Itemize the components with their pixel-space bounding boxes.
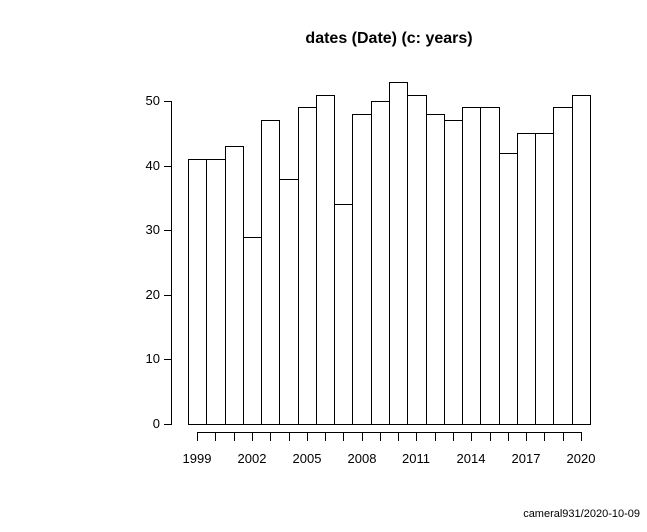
- x-axis-tick: [435, 432, 436, 441]
- x-axis-tick: [416, 432, 417, 441]
- y-axis-tick: [164, 101, 171, 102]
- histogram-bar: [480, 107, 500, 425]
- x-axis-tick: [526, 432, 527, 441]
- x-tick-label: 2014: [456, 451, 486, 466]
- x-axis-tick: [270, 432, 271, 441]
- histogram-bar: [243, 237, 262, 425]
- x-axis-tick: [471, 432, 472, 441]
- x-axis-tick: [508, 432, 509, 441]
- y-axis-tick: [164, 295, 171, 296]
- histogram-bar: [298, 107, 317, 425]
- x-axis-tick: [380, 432, 381, 441]
- y-axis-tick: [164, 166, 171, 167]
- x-axis-tick: [289, 432, 290, 441]
- x-tick-label: 2020: [566, 451, 596, 466]
- x-axis-tick: [343, 432, 344, 441]
- histogram-bar: [462, 107, 481, 425]
- y-tick-label: 40: [145, 158, 160, 173]
- x-tick-label: 2005: [292, 451, 322, 466]
- y-tick-label: 0: [152, 416, 160, 431]
- histogram-bar: [499, 153, 518, 425]
- histogram-bar: [334, 204, 353, 425]
- histogram-bar: [407, 95, 427, 425]
- histogram-bar: [206, 159, 226, 425]
- histogram-bar: [444, 120, 463, 425]
- histogram-bar: [316, 95, 335, 425]
- x-axis-tick: [234, 432, 235, 441]
- histogram-bar: [535, 133, 554, 425]
- x-axis-tick: [325, 432, 326, 441]
- x-axis-tick: [544, 432, 545, 441]
- x-tick-label: 2011: [402, 451, 430, 466]
- watermark-text: cameral931/2020-10-09: [523, 508, 640, 520]
- chart-title: dates (Date) (c: years): [305, 30, 473, 47]
- x-axis-tick: [362, 432, 363, 441]
- y-axis-line: [171, 101, 172, 425]
- x-axis-line: [197, 432, 582, 433]
- x-tick-label: 1999: [182, 451, 212, 466]
- x-axis-tick: [215, 432, 216, 441]
- histogram-bar: [261, 120, 280, 425]
- histogram-bar: [426, 114, 445, 425]
- y-tick-label: 30: [145, 222, 160, 237]
- y-axis-tick: [164, 359, 171, 360]
- x-axis-tick: [563, 432, 564, 441]
- x-tick-label: 2017: [511, 451, 541, 466]
- x-axis-tick: [581, 432, 582, 441]
- x-tick-label: 2002: [237, 451, 267, 466]
- x-axis-tick: [307, 432, 308, 441]
- histogram-bar: [225, 146, 244, 425]
- x-axis-tick: [252, 432, 253, 441]
- histogram-bar: [279, 179, 299, 425]
- x-axis-tick: [453, 432, 454, 441]
- histogram-bar: [572, 95, 591, 425]
- y-axis-tick: [164, 230, 171, 231]
- histogram-bar: [389, 82, 408, 425]
- histogram-bar: [517, 133, 536, 425]
- y-tick-label: 20: [145, 287, 160, 302]
- histogram-bar: [553, 107, 573, 425]
- x-axis-tick: [197, 432, 198, 441]
- histogram-bar: [352, 114, 372, 425]
- histogram-bar: [371, 101, 390, 425]
- x-axis-tick: [398, 432, 399, 441]
- y-tick-label: 10: [145, 351, 160, 366]
- x-tick-label: 2008: [347, 451, 377, 466]
- x-axis-tick: [490, 432, 491, 441]
- y-axis-tick: [164, 424, 171, 425]
- y-tick-label: 50: [145, 93, 160, 108]
- histogram-bar: [188, 159, 207, 425]
